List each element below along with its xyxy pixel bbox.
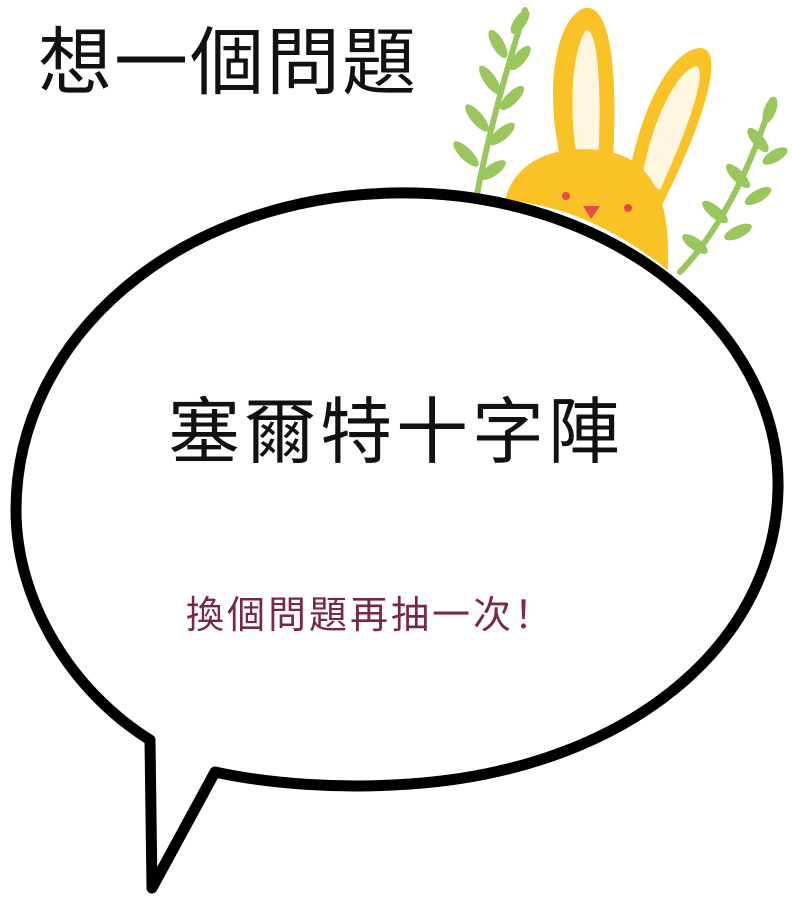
bunny-nose [583,206,600,219]
bunny-eye-right [624,204,632,212]
speech-bubble [10,187,784,894]
leaf-branch-left-icon [453,7,531,203]
redraw-button[interactable]: 換個問題再抽一次！ [186,593,556,637]
leaf-branch-right-icon [677,96,788,275]
bunny-eye-left [562,192,570,200]
bunny-icon [505,7,712,270]
spread-name: 塞爾特十字陣 [167,390,624,474]
page-title: 想一個問題 [38,20,418,106]
